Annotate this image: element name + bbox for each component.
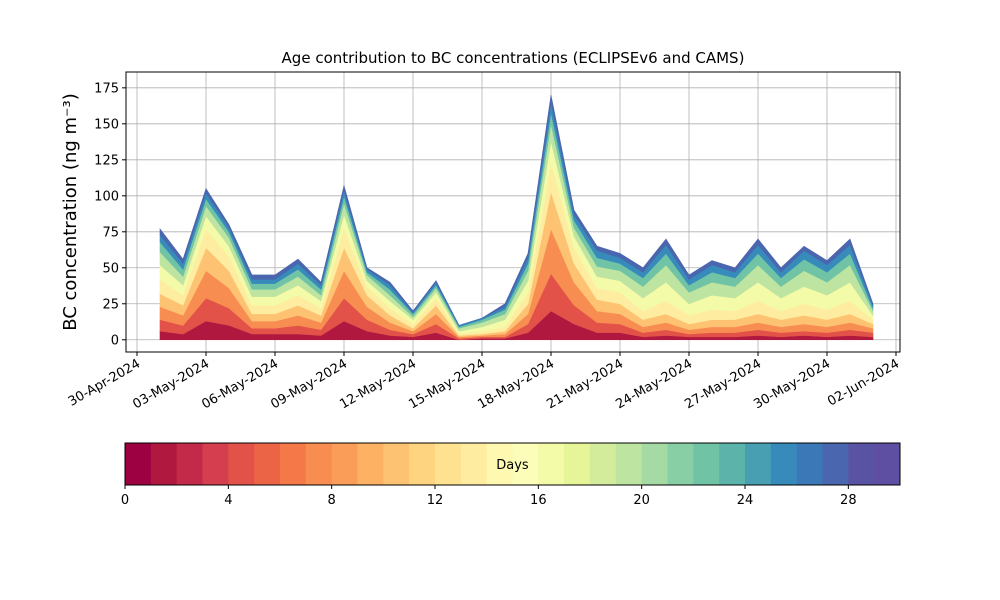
colorbar-swatch [357,443,384,485]
colorbar-tick-label: 28 [840,493,857,508]
colorbar-swatch [280,443,307,485]
colorbar-tick-label: 20 [633,493,650,508]
x-tick-label: 09-May-2024 [268,356,350,412]
y-axis-label: BC concentration (ng m⁻³) [60,93,81,331]
plot-frame [125,71,901,353]
x-tick-label: 03-May-2024 [130,356,212,412]
colorbar-swatch [331,443,358,485]
colorbar-swatch [435,443,462,485]
colorbar-swatch [383,443,410,485]
colorbar-swatch [305,443,333,485]
x-tick-label: 27-May-2024 [682,356,764,412]
colorbar-swatch [615,443,643,485]
colorbar-swatch [770,443,798,485]
colorbar-swatch [796,443,823,485]
colorbar-swatch [538,443,565,485]
area [159,94,874,326]
x-tick-label: 30-May-2024 [751,356,833,412]
colorbar-tick-label: 16 [530,493,547,508]
colorbar-swatch [254,443,281,485]
colorbar-label: Days [496,458,529,473]
colorbar-swatch [719,443,746,485]
y-tick-label: 25 [102,297,119,312]
colorbar-swatch [822,443,849,485]
x-tick-label: 15-May-2024 [406,356,488,412]
x-tick-label: 02-Jun-2024 [825,356,902,409]
colorbar-swatch [150,443,178,485]
y-tick-label: 100 [94,189,119,204]
colorbar-swatch [460,443,488,485]
x-tick-label: 12-May-2024 [337,356,419,412]
colorbar-tick-label: 12 [427,493,444,508]
colorbar-swatch [512,443,539,485]
chart-title: Age contribution to BC concentrations (E… [282,49,745,67]
y-tick-label: 0 [111,333,119,348]
colorbar-swatch [228,443,255,485]
colorbar-swatch [745,443,772,485]
colorbar-frame [124,442,901,486]
colorbar-swatch [667,443,694,485]
colorbar-tick-label: 0 [121,493,129,508]
colorbar-swatch [409,443,436,485]
colorbar-tick-label: 8 [328,493,336,508]
colorbar-swatch [564,443,591,485]
colorbar-tick-label: 4 [224,493,232,508]
colorbar-swatch [202,443,229,485]
colorbar-swatch [486,443,513,485]
colorbar-swatch [125,443,152,485]
colorbar-swatch [176,443,203,485]
y-tick-label: 50 [102,261,119,276]
y-tick-label: 125 [94,153,119,168]
y-tick-label: 175 [94,81,119,96]
colorbar-swatch [641,443,668,485]
colorbar-tick-label: 24 [737,493,754,508]
colorbar-swatch [590,443,617,485]
colorbar-swatch [874,443,901,485]
x-tick-label: 24-May-2024 [613,356,695,412]
x-tick-label: 18-May-2024 [475,356,557,412]
colorbar-swatch [848,443,875,485]
colorbar-swatch [693,443,720,485]
x-tick-label: 06-May-2024 [199,356,281,412]
y-tick-label: 150 [94,117,119,132]
x-tick-label: 21-May-2024 [544,356,626,412]
y-tick-label: 75 [102,225,119,240]
